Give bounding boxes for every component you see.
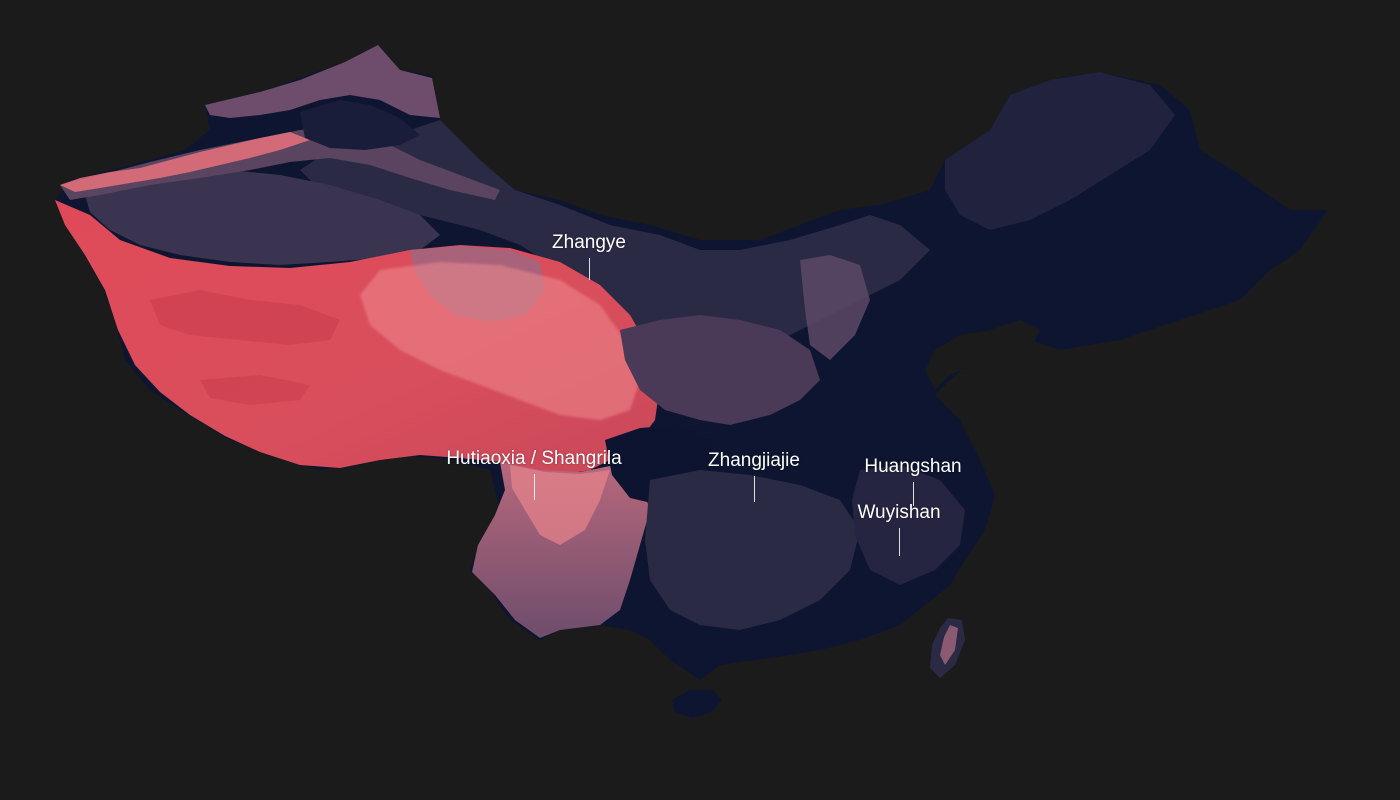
label-wuyishan: Wuyishan <box>857 502 941 523</box>
bohai-sea <box>925 320 1040 390</box>
leader-zhangjiajie <box>754 476 755 502</box>
leader-zhangye <box>589 258 590 280</box>
tianshan-ridge <box>60 125 500 200</box>
leader-hutiaoxia-shangrila <box>534 474 535 500</box>
central-uplands <box>620 315 820 425</box>
taiwan-ridge <box>940 625 958 665</box>
south-china-hills <box>645 470 860 630</box>
hengduan-yunnan <box>472 462 650 638</box>
label-huangshan: Huangshan <box>864 456 962 477</box>
hengduan-peaks <box>510 465 610 545</box>
label-hutiaoxia-shangrila: Hutiaoxia / Shangrila <box>446 448 622 469</box>
tianshan-peaks <box>60 132 310 192</box>
wuyi-hills <box>852 465 965 585</box>
plateau-dark-patches <box>150 290 340 405</box>
leader-huangshan <box>913 482 914 506</box>
taihang-ridge <box>800 255 870 360</box>
hainan-island <box>672 690 722 718</box>
plateau-highlights <box>360 262 640 420</box>
tarim-basin <box>85 170 440 265</box>
junggar-basin <box>300 100 420 150</box>
label-zhangjiajie: Zhangjiajie <box>708 450 800 471</box>
low-hills-northeast <box>945 72 1175 230</box>
label-zhangye: Zhangye <box>552 232 626 253</box>
leader-wuyishan <box>899 528 900 556</box>
altai-ridge <box>205 45 440 118</box>
